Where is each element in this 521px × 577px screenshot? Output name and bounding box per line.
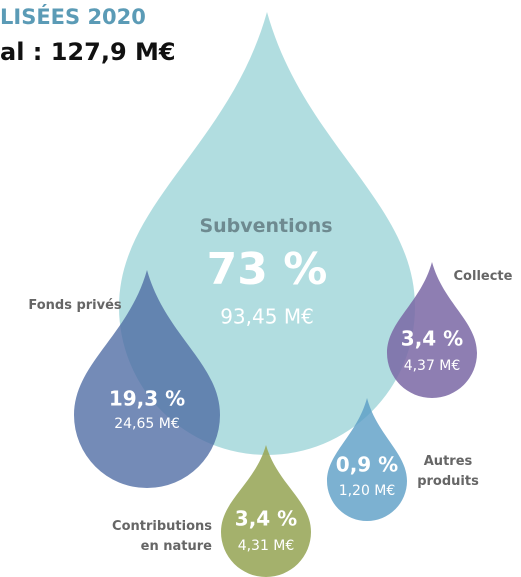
drop — [327, 398, 407, 521]
category-label: Contributions en nature — [112, 519, 212, 554]
category-label: Autres produits — [417, 454, 479, 489]
drop — [74, 270, 220, 488]
chart-subtitle: al : 127,9 M€ — [0, 38, 176, 66]
percent-label: 3,4 % — [401, 327, 463, 351]
amount-label: 24,65 M€ — [114, 416, 180, 432]
amount-label: 4,37 M€ — [404, 358, 461, 374]
drop — [119, 12, 415, 455]
percent-label: 0,9 % — [336, 453, 398, 477]
drop — [387, 262, 477, 398]
percent-label: 19,3 % — [109, 387, 185, 411]
category-label: Subventions — [199, 215, 333, 237]
drop — [221, 445, 311, 577]
chart-title: LISÉES 2020 — [0, 4, 146, 29]
amount-label: 4,31 M€ — [238, 538, 295, 554]
category-label: Fonds privés — [28, 298, 122, 313]
percent-label: 73 % — [207, 244, 328, 295]
percent-label: 3,4 % — [235, 507, 297, 531]
category-label: Collecte — [453, 269, 513, 284]
amount-label: 1,20 M€ — [339, 483, 396, 499]
amount-label: 93,45 M€ — [220, 305, 314, 329]
